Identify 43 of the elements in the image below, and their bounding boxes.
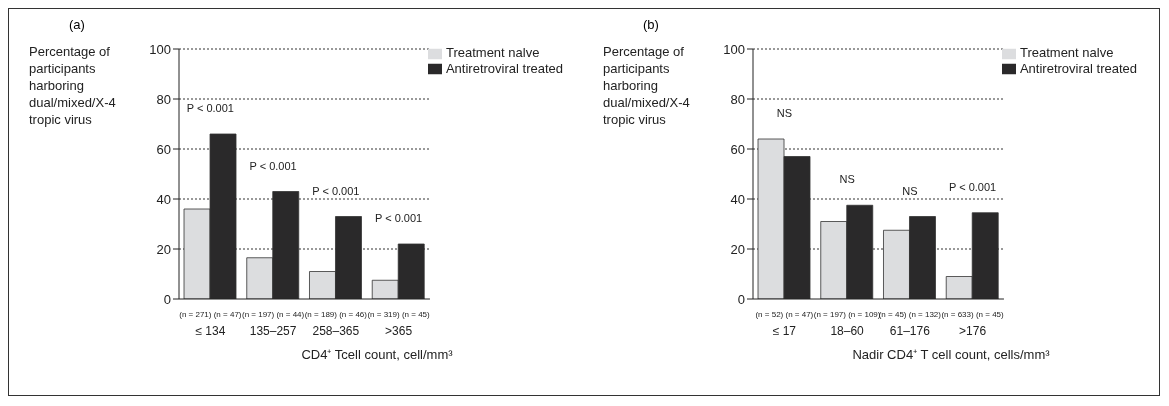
y-tick-label: 0 — [163, 291, 171, 307]
y-tick-label: 40 — [730, 191, 745, 207]
annotation: P < 0.001 — [948, 180, 997, 193]
x-tick-label: ≤ 134 — [195, 324, 226, 338]
y-axis-title: Percentage of participants harboring dual/mixed/X-4 tropic virus — [29, 43, 117, 128]
annotation: P < 0.001 — [312, 184, 360, 197]
x-tick-label: >365 — [385, 324, 413, 338]
y-axis-title: Percentage of participants harboring dual/mixed/X-4 tropic virus — [603, 43, 691, 128]
x-tick-label: 61–176 — [889, 324, 931, 338]
text: (n = 52) (n = 47) — [755, 310, 814, 319]
y-tick-label: 40 — [156, 191, 171, 207]
annotation: P < 0.001 — [186, 102, 234, 114]
y-tick-label: 0 — [737, 291, 745, 307]
text: (n = 633) (n = 45) — [941, 310, 1005, 319]
y-tick-label: 20 — [156, 241, 171, 257]
y-tick-label: 60 — [730, 141, 745, 157]
y-tick-label: 80 — [156, 91, 171, 107]
chart-title: (b) — [643, 17, 659, 32]
legend-label: Treatment nalve — [1019, 45, 1114, 60]
annotation: NS — [839, 173, 855, 186]
x-tick-label: 258–365 — [312, 324, 360, 338]
legend-label: Treatment nalve — [445, 45, 540, 60]
legend-label: Antiretroviral treated — [1019, 60, 1137, 76]
text: (n = 271) (n = 47) — [179, 310, 242, 319]
y-tick-label: 60 — [156, 141, 171, 157]
x-axis-title: Nadir CD4⁺ T cell count, cells/mm³ — [851, 346, 1051, 363]
annotation: P < 0.001 — [249, 159, 297, 172]
y-tick-label: 80 — [730, 91, 745, 107]
text: (n = 319) (n = 45) — [367, 310, 431, 319]
x-tick-label: 135–257 — [249, 324, 297, 338]
y-tick-label: 20 — [730, 241, 745, 257]
annotation: P < 0.001 — [374, 212, 423, 224]
x-tick-label: ≤ 17 — [772, 324, 797, 338]
x-axis-title: CD4⁺ Tcell count, cell/mm³ — [300, 346, 454, 363]
annotation: NS — [902, 184, 918, 197]
x-tick-label: 18–60 — [830, 324, 865, 338]
y-tick-label: 100 — [149, 41, 171, 57]
text: (n = 197) (n = 44) — [241, 310, 305, 319]
x-tick-label: >176 — [959, 324, 987, 338]
y-tick-label: 100 — [723, 41, 745, 57]
chart-title: (a) — [69, 17, 85, 32]
legend-label: Antiretroviral treated — [445, 60, 563, 76]
annotation: NS — [776, 107, 793, 119]
